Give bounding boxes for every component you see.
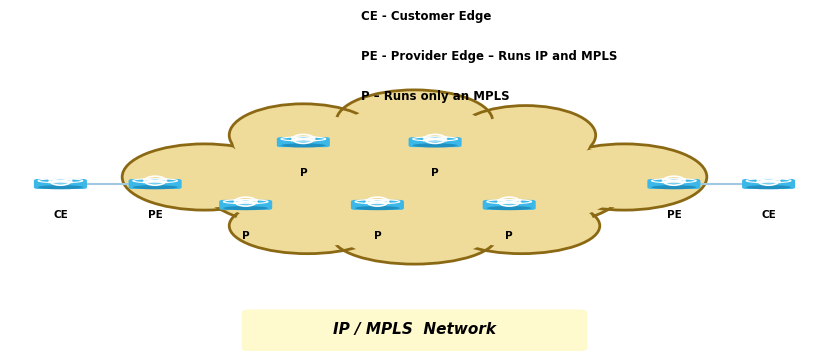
Ellipse shape [233,114,373,171]
Ellipse shape [209,144,406,224]
Ellipse shape [223,206,267,210]
Ellipse shape [455,105,595,165]
Text: P: P [373,231,381,241]
Ellipse shape [278,123,550,231]
FancyBboxPatch shape [741,179,794,189]
FancyBboxPatch shape [350,200,403,210]
FancyBboxPatch shape [241,309,587,351]
Ellipse shape [132,185,177,189]
Ellipse shape [223,200,267,204]
Text: CE: CE [760,210,775,220]
FancyBboxPatch shape [408,137,461,147]
Ellipse shape [128,146,280,208]
Ellipse shape [542,144,706,210]
FancyBboxPatch shape [128,179,181,189]
Ellipse shape [336,90,492,153]
Text: P: P [505,231,513,241]
Text: P: P [242,231,249,241]
FancyBboxPatch shape [277,137,330,147]
Ellipse shape [651,185,696,189]
Ellipse shape [461,115,590,169]
Ellipse shape [234,197,379,247]
Ellipse shape [281,143,325,148]
Ellipse shape [651,179,696,183]
FancyBboxPatch shape [647,179,700,189]
Ellipse shape [38,185,83,189]
Ellipse shape [132,179,177,183]
Ellipse shape [229,198,385,254]
Ellipse shape [422,144,619,224]
Ellipse shape [286,126,542,228]
Ellipse shape [486,206,531,210]
Text: IP / MPLS  Network: IP / MPLS Network [333,322,495,337]
Ellipse shape [200,141,414,228]
Ellipse shape [745,185,790,189]
Ellipse shape [548,146,700,208]
FancyBboxPatch shape [482,200,535,210]
Text: P: P [431,168,438,178]
Ellipse shape [414,141,628,228]
Ellipse shape [38,179,83,183]
Ellipse shape [412,137,457,141]
Text: P – Runs only an MPLS: P – Runs only an MPLS [360,90,509,103]
Text: PE: PE [666,210,681,220]
Ellipse shape [443,198,599,254]
Ellipse shape [354,200,399,204]
Text: P: P [299,168,307,178]
Ellipse shape [486,200,531,204]
Ellipse shape [338,208,490,258]
Text: CE - Customer Edge: CE - Customer Edge [360,10,491,23]
Text: PE - Provider Edge – Runs IP and MPLS: PE - Provider Edge – Runs IP and MPLS [360,50,617,63]
Ellipse shape [281,137,325,141]
Text: PE: PE [147,210,162,220]
Ellipse shape [342,103,486,160]
Ellipse shape [449,197,594,247]
Ellipse shape [412,143,457,148]
FancyBboxPatch shape [34,179,87,189]
Ellipse shape [332,209,496,264]
Ellipse shape [354,206,399,210]
Ellipse shape [122,144,286,210]
Ellipse shape [229,104,377,166]
FancyBboxPatch shape [219,200,272,210]
Ellipse shape [745,179,790,183]
Text: CE: CE [53,210,68,220]
